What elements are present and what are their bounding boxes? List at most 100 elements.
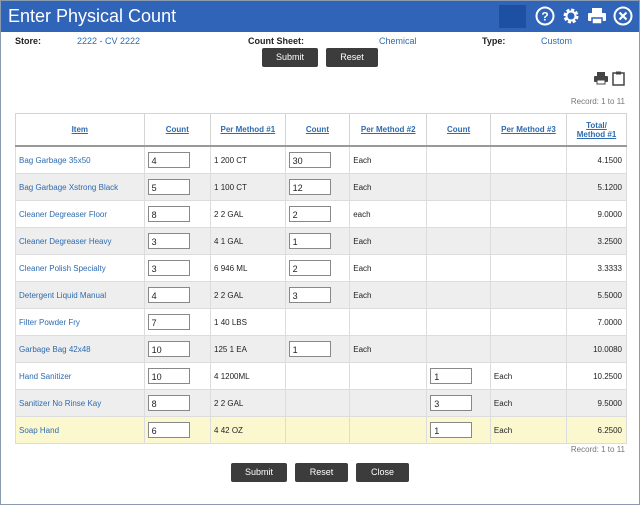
per-method-3-text: Each <box>493 371 513 381</box>
item-name-link[interactable]: Bag Garbage Xstrong Black <box>19 182 119 192</box>
count-1-input[interactable]: 3 <box>147 260 190 276</box>
count-sheet-label: Count Sheet: <box>248 36 304 46</box>
col-count-2[interactable]: Count <box>284 113 351 147</box>
per-method-1-cell: 4 42 OZ <box>210 416 286 444</box>
count-2-input[interactable]: 1 <box>288 341 331 357</box>
count-2-cell: 3 <box>284 281 351 309</box>
count-3-input[interactable]: 3 <box>430 395 473 411</box>
per-method-1-cell: 4 1 GAL <box>210 227 286 255</box>
per-method-2-cell: Each <box>349 227 428 255</box>
count-3-cell <box>426 173 491 201</box>
per-method-3-text: Each <box>493 425 513 435</box>
per-method-3-cell <box>489 308 567 336</box>
per-method-3-cell <box>489 254 567 282</box>
total-value: 6.2500 <box>597 425 622 435</box>
reset-button-top[interactable]: Reset <box>326 48 378 67</box>
count-2-input[interactable]: 3 <box>288 287 331 303</box>
per-method-3-cell <box>489 173 567 201</box>
total-value: 10.2500 <box>593 371 622 381</box>
item-name-link[interactable]: Filter Powder Fry <box>19 317 80 327</box>
count-2-input[interactable]: 1 <box>288 233 331 249</box>
count-1-input[interactable]: 4 <box>147 287 190 303</box>
clipboard-icon[interactable] <box>612 71 625 91</box>
col-per-method-2[interactable]: Per Method #2 <box>349 113 428 147</box>
count-2-input[interactable]: 12 <box>288 179 331 195</box>
count-1-input[interactable]: 5 <box>147 179 190 195</box>
count-2-input[interactable]: 2 <box>288 260 331 276</box>
item-name-link[interactable]: Bag Garbage 35x50 <box>19 155 91 165</box>
table-row: Cleaner Degreaser Heavy 3 4 1 GAL 1 Each 3.25… <box>15 227 628 255</box>
total-value: 5.5000 <box>597 290 622 300</box>
print-icon[interactable] <box>587 6 607 26</box>
item-name-link[interactable]: Cleaner Degreaser Floor <box>19 209 108 219</box>
per-method-1-text: 4 1 GAL <box>214 236 244 246</box>
table-row: Hand Sanitizer 10 4 1200ML 1 Each 10.2500 <box>15 362 628 390</box>
count-1-input[interactable]: 4 <box>147 152 190 168</box>
item-name-link[interactable]: Cleaner Degreaser Heavy <box>19 236 112 246</box>
item-name-link[interactable]: Soap Hand <box>19 425 60 435</box>
count-3-cell <box>426 335 491 363</box>
col-total-method-1[interactable]: Total/Method #1 <box>565 113 628 147</box>
count-1-input[interactable]: 3 <box>147 233 190 249</box>
count-1-input[interactable]: 7 <box>147 314 190 330</box>
per-method-1-text: 6 946 ML <box>214 263 248 273</box>
per-method-1-cell: 4 1200ML <box>210 362 286 390</box>
help-icon[interactable]: ? <box>535 6 555 26</box>
table-row: Bag Garbage 35x50 4 1 200 CT 30 Each 4.1500 <box>15 145 628 174</box>
total-value: 3.3333 <box>597 263 622 273</box>
count-1-input[interactable]: 10 <box>147 368 190 384</box>
close-icon[interactable] <box>613 6 633 26</box>
count-1-input[interactable]: 6 <box>147 422 190 438</box>
item-name-link[interactable]: Garbage Bag 42x48 <box>19 344 91 354</box>
item-name-link[interactable]: Detergent Liquid Manual <box>19 290 107 300</box>
col-per-method-3[interactable]: Per Method #3 <box>489 113 567 147</box>
total-cell: 5.1200 <box>565 173 628 201</box>
count-3-cell <box>426 227 491 255</box>
count-1-cell: 10 <box>143 335 212 363</box>
per-method-3-cell <box>489 227 567 255</box>
total-cell: 10.0080 <box>565 335 628 363</box>
count-3-input[interactable]: 1 <box>430 422 473 438</box>
total-cell: 3.3333 <box>565 254 628 282</box>
per-method-2-cell <box>349 308 428 336</box>
top-button-row: Submit Reset <box>1 48 639 67</box>
record-count-bottom: Record: 1 to 11 <box>570 445 625 454</box>
table-row: Bag Garbage Xstrong Black 5 1 100 CT 12 Each… <box>15 173 628 201</box>
count-1-cell: 6 <box>143 416 212 444</box>
col-per-method-1[interactable]: Per Method #1 <box>210 113 286 147</box>
submit-button-top[interactable]: Submit <box>262 48 318 67</box>
item-cell: Hand Sanitizer <box>15 362 145 390</box>
count-1-input[interactable]: 10 <box>147 341 190 357</box>
count-3-cell <box>426 254 491 282</box>
total-cell: 10.2500 <box>565 362 628 390</box>
count-3-input[interactable]: 1 <box>430 368 473 384</box>
svg-text:?: ? <box>541 10 548 24</box>
print-icon[interactable] <box>594 71 608 91</box>
per-method-1-cell: 1 40 LBS <box>210 308 286 336</box>
submit-button[interactable]: Submit <box>231 463 287 482</box>
count-1-input[interactable]: 8 <box>147 206 190 222</box>
per-method-3-cell <box>489 145 567 174</box>
type-value: Custom <box>541 36 573 46</box>
count-2-input[interactable]: 2 <box>288 206 331 222</box>
per-method-2-cell: Each <box>349 335 428 363</box>
close-button[interactable]: Close <box>356 463 409 482</box>
count-1-input[interactable]: 8 <box>147 395 190 411</box>
col-count-3[interactable]: Count <box>426 113 491 147</box>
gear-icon[interactable] <box>561 6 581 26</box>
total-value: 5.1200 <box>597 182 622 192</box>
item-name-link[interactable]: Hand Sanitizer <box>19 371 72 381</box>
reset-button[interactable]: Reset <box>295 463 348 482</box>
item-name-link[interactable]: Cleaner Polish Specialty <box>19 263 106 273</box>
item-name-link[interactable]: Sanitizer No Rinse Kay <box>19 398 102 408</box>
per-method-1-text: 2 2 GAL <box>214 398 244 408</box>
count-2-input[interactable]: 30 <box>288 152 331 168</box>
col-item[interactable]: Item <box>15 113 145 147</box>
item-cell: Garbage Bag 42x48 <box>15 335 145 363</box>
total-cell: 9.0000 <box>565 200 628 228</box>
per-method-2-text: Each <box>353 263 372 273</box>
col-count-1[interactable]: Count <box>143 113 212 147</box>
count-1-cell: 3 <box>143 227 212 255</box>
count-1-cell: 4 <box>143 281 212 309</box>
